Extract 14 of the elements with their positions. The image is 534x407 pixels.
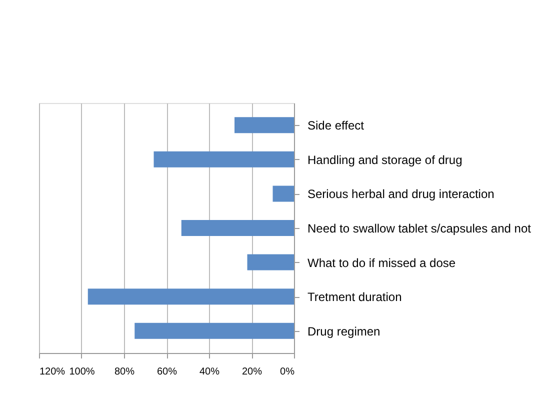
x-tick-label: 20% [242, 366, 262, 378]
y-tick-label: Serious herbal and drug interaction [308, 187, 494, 202]
y-tick-label: Drug regimen [308, 324, 380, 338]
y-tick-label: Need to swallow tablet s/capsules and not [308, 222, 532, 236]
x-tick-label: 40% [199, 366, 220, 378]
y-tick-label: Tretment duration [308, 290, 402, 304]
y-tick-label: Handling and storage of drug [308, 152, 462, 167]
y-tick-label: What to do if missed a dose [308, 256, 456, 270]
x-tick-label: 100% [69, 366, 95, 378]
x-tick-label: 60% [156, 366, 178, 378]
x-tick-label: 120% [40, 366, 66, 378]
x-tick-label: 80% [114, 366, 135, 378]
x-tick-label: 0% [280, 366, 295, 378]
y-tick-label: Side effect [308, 118, 365, 133]
